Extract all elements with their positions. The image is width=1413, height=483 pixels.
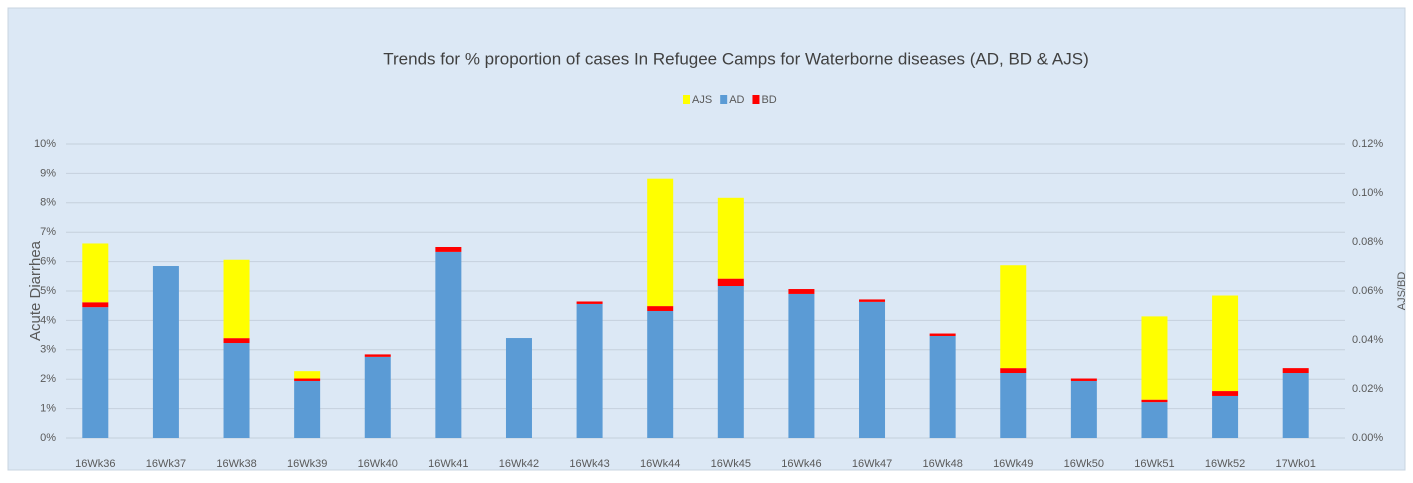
bar-segment (294, 378, 321, 381)
legend-swatch (752, 95, 760, 104)
x-tick-label: 16Wk37 (146, 458, 186, 470)
y2-tick-label: 0.12% (1352, 138, 1383, 150)
bar-segment (929, 335, 956, 438)
x-tick-label: 16Wk50 (1064, 458, 1104, 470)
bar-segment (294, 380, 321, 438)
y2-tick-label: 0.00% (1352, 432, 1383, 444)
y-tick-label: 8% (40, 197, 56, 209)
bar-segment (1000, 368, 1027, 374)
bar-segment (294, 371, 321, 379)
bar-segment (152, 266, 179, 438)
bar-segment (223, 338, 250, 344)
y2-axis-title: AJS/BD (1396, 272, 1408, 311)
bar-segment (1000, 373, 1027, 438)
bar-segment (647, 310, 674, 438)
bar-segment (505, 338, 532, 438)
y-tick-label: 3% (40, 344, 56, 356)
y-axis-title: Acute Diarrhea (27, 240, 44, 341)
bar-segment (1212, 295, 1239, 392)
x-tick-label: 16Wk38 (216, 458, 256, 470)
bar-segment (1070, 380, 1097, 438)
x-tick-label: 16Wk49 (993, 458, 1033, 470)
bar-segment (1212, 395, 1239, 438)
bar-segment (788, 289, 815, 294)
legend-label: AJS (692, 94, 712, 106)
x-tick-label: 16Wk48 (922, 458, 962, 470)
bar-segment (223, 343, 250, 438)
x-tick-label: 16Wk52 (1205, 458, 1245, 470)
x-tick-label: 16Wk43 (569, 458, 609, 470)
x-tick-label: 16Wk41 (428, 458, 468, 470)
bar-segment (1141, 399, 1168, 403)
bar-segment (576, 301, 603, 304)
bar-segment (223, 259, 250, 339)
y2-tick-label: 0.04% (1352, 334, 1383, 346)
legend-swatch (683, 95, 690, 104)
legend-label: AD (729, 94, 744, 106)
bar-segment (717, 197, 744, 279)
legend-label: BD (761, 94, 776, 106)
bar-segment (364, 354, 391, 357)
bar-segment (1141, 316, 1168, 400)
x-tick-label: 16Wk40 (358, 458, 398, 470)
bar-segment (647, 178, 674, 307)
bar-segment (82, 243, 109, 303)
bar-segment (82, 307, 109, 438)
y-tick-label: 6% (40, 256, 56, 268)
chart-background (7, 7, 1406, 471)
x-tick-label: 16Wk42 (499, 458, 539, 470)
x-tick-label: 16Wk39 (287, 458, 327, 470)
y-tick-label: 9% (40, 167, 56, 179)
y-tick-label: 7% (40, 226, 56, 238)
y-tick-label: 4% (40, 314, 56, 326)
bar-segment (1070, 378, 1097, 381)
y2-tick-label: 0.02% (1352, 383, 1383, 395)
bar-segment (859, 301, 886, 438)
x-tick-label: 16Wk45 (711, 458, 751, 470)
y-tick-label: 0% (40, 432, 56, 444)
bar-segment (929, 333, 956, 336)
legend-swatch (720, 95, 728, 104)
bar-segment (1282, 373, 1309, 438)
bar-segment (1282, 368, 1309, 374)
bar-segment (364, 356, 391, 438)
y2-tick-label: 0.06% (1352, 285, 1383, 297)
bar-segment (1212, 391, 1239, 396)
y-tick-label: 5% (40, 285, 56, 297)
y-tick-label: 2% (40, 373, 56, 385)
bar-segment (576, 303, 603, 438)
bar-segment (82, 302, 109, 308)
x-tick-label: 16Wk47 (852, 458, 892, 470)
y2-tick-label: 0.08% (1352, 236, 1383, 248)
y-tick-label: 1% (40, 403, 56, 415)
x-tick-label: 16Wk46 (781, 458, 821, 470)
x-tick-label: 17Wk01 (1276, 458, 1316, 470)
bar-segment (1000, 265, 1027, 369)
bar-segment (717, 286, 744, 438)
bar-segment (859, 299, 886, 302)
y-tick-label: 10% (34, 138, 56, 150)
bar-segment (717, 278, 744, 287)
bar-segment (647, 306, 674, 311)
x-tick-label: 16Wk51 (1134, 458, 1174, 470)
chart-title: Trends for % proportion of cases In Refu… (383, 49, 1089, 68)
bar-segment (1141, 402, 1168, 438)
x-tick-label: 16Wk44 (640, 458, 680, 470)
x-tick-label: 16Wk36 (75, 458, 115, 470)
bar-segment (435, 251, 462, 438)
bar-segment (435, 246, 462, 252)
y2-tick-label: 0.10% (1352, 187, 1383, 199)
bar-segment (788, 293, 815, 438)
